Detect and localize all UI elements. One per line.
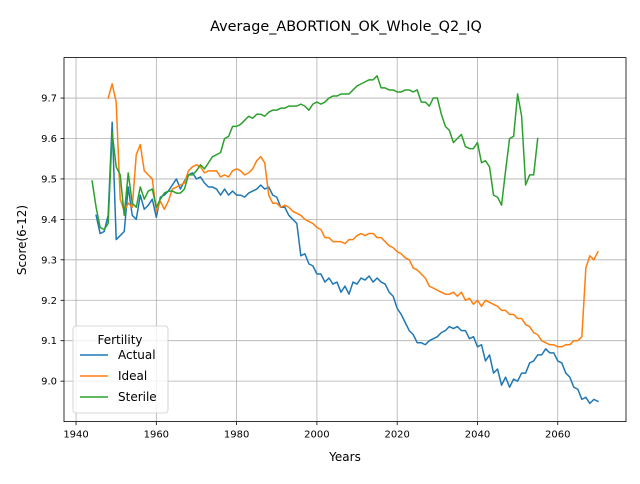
y-tick-label: 9.1 bbox=[41, 336, 57, 347]
chart-title: Average_ABORTION_OK_Whole_Q2_IQ bbox=[210, 19, 482, 35]
legend: Fertility Actual Ideal Sterile bbox=[72, 325, 169, 414]
series-layer bbox=[91, 75, 599, 405]
legend-items: Actual Ideal Sterile bbox=[80, 348, 157, 404]
y-tick-label: 9.6 bbox=[41, 134, 57, 145]
y-axis-label: Score(6-12) bbox=[15, 205, 29, 275]
x-tick-label: 2020 bbox=[384, 430, 409, 441]
legend-label-sterile: Sterile bbox=[118, 390, 157, 404]
y-axis: 9.0 9.1 9.2 9.3 9.4 9.5 9.6 9.7 bbox=[41, 94, 64, 388]
y-tick-label: 9.4 bbox=[41, 215, 57, 226]
x-tick-label: 2000 bbox=[304, 430, 329, 441]
series-line-actual bbox=[95, 121, 599, 405]
grid-layer bbox=[64, 57, 626, 422]
y-tick-label: 9.5 bbox=[41, 174, 57, 185]
y-tick-label: 9.7 bbox=[41, 94, 57, 105]
plot-area-frame bbox=[63, 57, 627, 422]
y-tick-label: 9.3 bbox=[41, 255, 57, 266]
series-line-ideal bbox=[107, 83, 599, 348]
x-tick-label: 1980 bbox=[224, 430, 249, 441]
x-tick-label: 2040 bbox=[465, 430, 490, 441]
x-axis-label: Years bbox=[328, 450, 361, 464]
y-tick-label: 9.0 bbox=[41, 377, 57, 388]
x-axis: 1940 1960 1980 2000 2020 2040 2060 bbox=[63, 421, 570, 441]
legend-frame bbox=[72, 325, 169, 414]
x-tick-label: 1960 bbox=[144, 430, 169, 441]
series-line-sterile bbox=[91, 75, 539, 231]
y-tick-label: 9.2 bbox=[41, 296, 57, 307]
x-tick-label: 2060 bbox=[545, 430, 570, 441]
x-tick-label: 1940 bbox=[63, 430, 88, 441]
legend-label-ideal: Ideal bbox=[118, 369, 147, 383]
legend-title: Fertility bbox=[97, 333, 142, 347]
legend-label-actual: Actual bbox=[118, 348, 156, 362]
